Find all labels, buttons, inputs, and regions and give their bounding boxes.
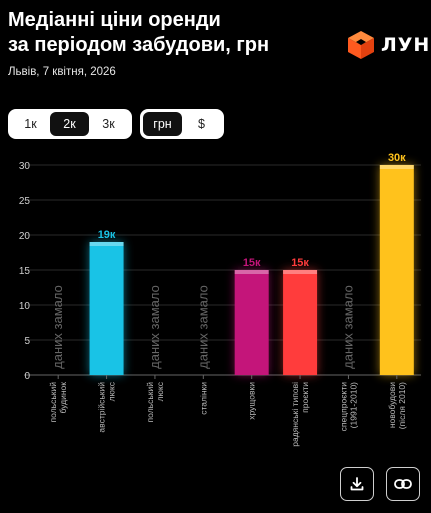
lun-logo[interactable]: ЛУН <box>347 30 430 60</box>
y-tick-label-30: 30 <box>19 161 31 172</box>
x-tick-label-7-0: новобудови <box>387 382 397 428</box>
no-data-label-3: даних замало <box>195 285 210 369</box>
no-data-label-6: даних замало <box>340 285 355 369</box>
chart-title-line-2: за періодом забудови, грн <box>8 34 270 56</box>
zoom-option-3k[interactable]: 3к <box>102 117 115 131</box>
link-icon <box>394 479 412 489</box>
x-tick-label-1-0: австрійський <box>97 382 107 433</box>
zoom-option-1k[interactable]: 1к <box>24 117 37 131</box>
bar-top-1 <box>89 242 124 246</box>
x-tick-label-6-0: спецпроєкти <box>338 382 348 432</box>
bar-4 <box>234 270 269 375</box>
x-tick-label-5-0: радянські типові <box>290 382 300 447</box>
x-tick-label-2-1: люкс <box>155 381 165 401</box>
x-tick-label-0-0: польський <box>48 382 58 423</box>
bar-top-7 <box>379 165 414 169</box>
currency-toggle: грн $ <box>140 109 224 139</box>
chart-title: Медіанні ціни оренди за періодом забудов… <box>8 8 338 58</box>
download-icon <box>350 477 364 491</box>
bar-1 <box>89 242 124 375</box>
download-button[interactable] <box>340 467 374 501</box>
y-tick-label-20: 20 <box>19 231 31 242</box>
x-tick-label-4-0: хрущовки <box>247 382 257 420</box>
x-tick-label-0-1: будинок <box>58 382 68 414</box>
lun-logo-text: ЛУН <box>381 34 431 56</box>
y-tick-label-5: 5 <box>24 336 30 347</box>
currency-option-uah[interactable]: грн <box>143 112 182 136</box>
chart-title-line-1: Медіанні ціни оренди <box>8 9 221 31</box>
bar-top-5 <box>283 270 318 274</box>
y-tick-label-0: 0 <box>24 371 30 382</box>
no-data-label-0: даних замало <box>50 285 65 369</box>
x-tick-label-6-1: (1991-2010) <box>348 382 358 428</box>
bar-top-4 <box>234 270 269 274</box>
lun-cube-icon <box>348 31 374 59</box>
zoom-option-2k[interactable]: 2к <box>50 112 89 136</box>
x-tick-label-5-1: проєкти <box>300 382 310 413</box>
bar-value-label-7: 30к <box>388 152 406 164</box>
chart-subtitle: Львів, 7 квітня, 2026 <box>8 66 116 78</box>
bar-value-label-4: 15к <box>243 257 261 269</box>
bar-5 <box>283 270 318 375</box>
copy-link-button[interactable] <box>386 467 420 501</box>
bar-value-label-5: 15к <box>291 257 309 269</box>
zoom-toggle: 1к 2к 3к <box>8 109 132 139</box>
y-tick-label-10: 10 <box>19 301 31 312</box>
x-tick-label-3-0: сталінки <box>198 382 208 415</box>
bar-7 <box>379 165 414 375</box>
x-tick-label-1-1: люкс <box>107 381 117 401</box>
y-tick-label-15: 15 <box>19 266 31 277</box>
bar-value-label-1: 19к <box>98 229 116 241</box>
x-tick-label-2-0: польський <box>145 382 155 423</box>
currency-option-usd[interactable]: $ <box>198 117 205 131</box>
y-tick-label-25: 25 <box>19 196 31 207</box>
x-tick-label-7-1: (після 2010) <box>397 382 407 429</box>
no-data-label-2: даних замало <box>147 285 162 369</box>
